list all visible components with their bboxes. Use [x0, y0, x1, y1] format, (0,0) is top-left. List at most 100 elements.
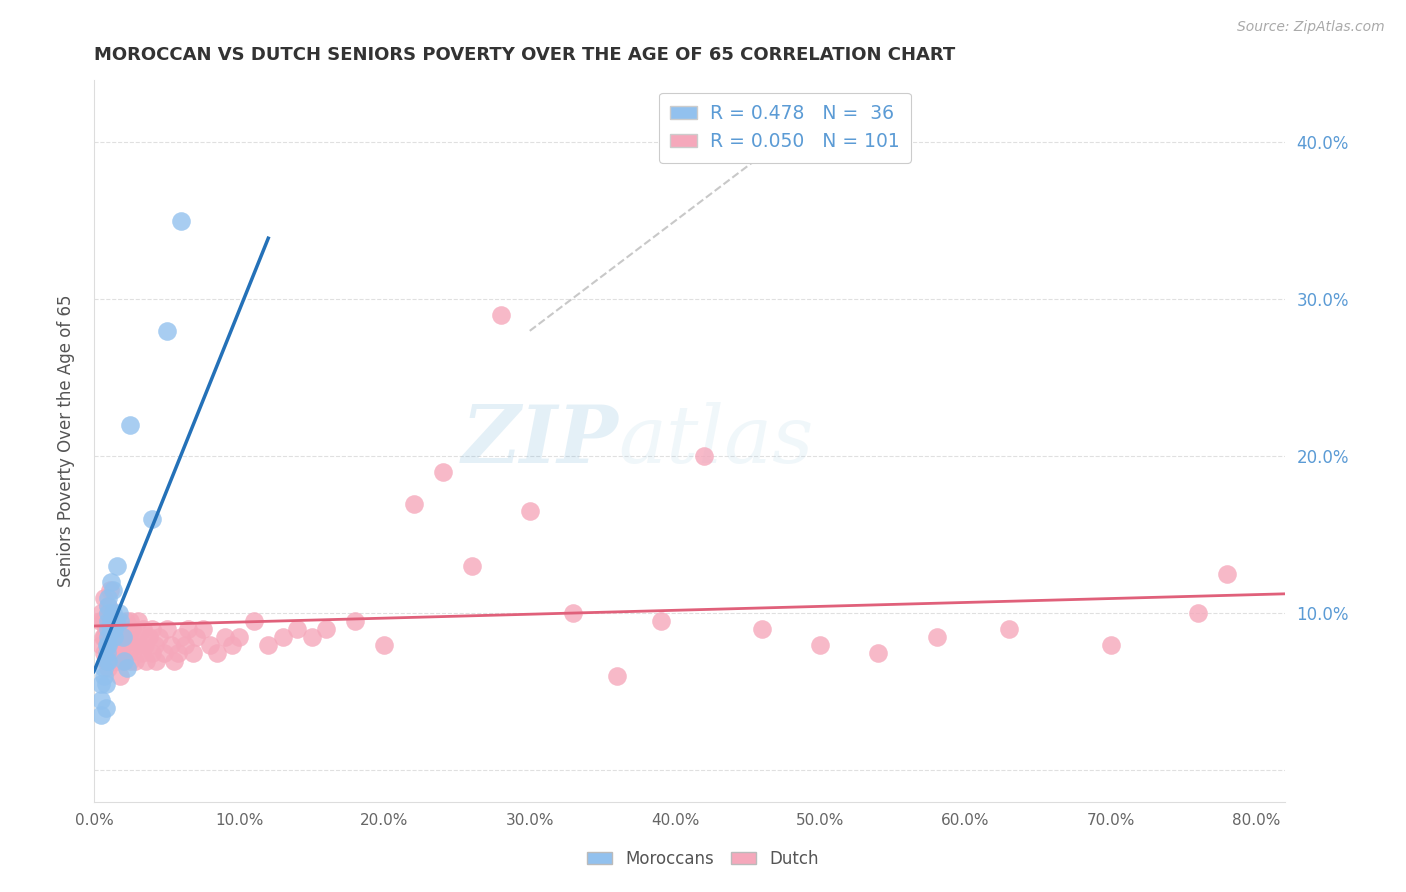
Point	[221, 638, 243, 652]
Point	[103, 622, 125, 636]
Point	[103, 646, 125, 660]
Point	[97, 607, 120, 621]
Point	[96, 654, 118, 668]
Point	[93, 669, 115, 683]
Point	[519, 504, 541, 518]
Point	[97, 599, 120, 613]
Point	[97, 630, 120, 644]
Point	[96, 638, 118, 652]
Point	[97, 599, 120, 613]
Point	[228, 630, 250, 644]
Point	[135, 654, 157, 668]
Point	[141, 622, 163, 636]
Point	[131, 646, 153, 660]
Point	[160, 638, 183, 652]
Point	[562, 607, 585, 621]
Point	[145, 654, 167, 668]
Point	[97, 622, 120, 636]
Point	[96, 646, 118, 660]
Point	[1099, 638, 1122, 652]
Point	[104, 615, 127, 629]
Point	[93, 591, 115, 605]
Point	[94, 622, 117, 636]
Point	[107, 646, 129, 660]
Point	[111, 630, 134, 644]
Point	[94, 654, 117, 668]
Point	[120, 615, 142, 629]
Point	[97, 630, 120, 644]
Point	[122, 638, 145, 652]
Point	[167, 646, 190, 660]
Point	[155, 622, 177, 636]
Point	[90, 677, 112, 691]
Point	[120, 418, 142, 433]
Point	[110, 638, 132, 652]
Text: ZIP: ZIP	[461, 402, 619, 480]
Point	[344, 615, 367, 629]
Point	[163, 654, 186, 668]
Point	[170, 630, 193, 644]
Point	[114, 638, 136, 652]
Point	[101, 630, 124, 644]
Point	[105, 559, 128, 574]
Point	[373, 638, 395, 652]
Point	[170, 214, 193, 228]
Point	[155, 324, 177, 338]
Point	[198, 638, 221, 652]
Point	[98, 582, 121, 597]
Point	[100, 615, 122, 629]
Point	[98, 638, 121, 652]
Point	[650, 615, 672, 629]
Point	[128, 638, 150, 652]
Point	[808, 638, 831, 652]
Point	[108, 615, 131, 629]
Point	[998, 622, 1021, 636]
Point	[93, 630, 115, 644]
Point	[301, 630, 323, 644]
Point	[97, 615, 120, 629]
Point	[97, 622, 120, 636]
Point	[751, 622, 773, 636]
Point	[111, 654, 134, 668]
Point	[118, 646, 141, 660]
Point	[117, 630, 139, 644]
Point	[97, 638, 120, 652]
Point	[207, 646, 229, 660]
Point	[100, 622, 122, 636]
Point	[214, 630, 236, 644]
Point	[107, 607, 129, 621]
Point	[121, 622, 143, 636]
Point	[100, 575, 122, 590]
Point	[134, 638, 156, 652]
Point	[181, 646, 204, 660]
Point	[460, 559, 482, 574]
Point	[89, 615, 111, 629]
Point	[127, 615, 149, 629]
Point	[868, 646, 890, 660]
Text: Source: ZipAtlas.com: Source: ZipAtlas.com	[1237, 20, 1385, 34]
Legend: Moroccans, Dutch: Moroccans, Dutch	[581, 844, 825, 875]
Point	[94, 700, 117, 714]
Point	[97, 654, 120, 668]
Point	[105, 638, 128, 652]
Point	[91, 630, 114, 644]
Point	[315, 622, 337, 636]
Point	[114, 654, 136, 668]
Point	[90, 708, 112, 723]
Point	[97, 646, 120, 660]
Point	[1216, 567, 1239, 582]
Point	[111, 622, 134, 636]
Point	[100, 646, 122, 660]
Point	[191, 622, 214, 636]
Point	[257, 638, 280, 652]
Point	[117, 661, 139, 675]
Point	[97, 591, 120, 605]
Point	[94, 677, 117, 691]
Point	[143, 638, 166, 652]
Point	[103, 615, 125, 629]
Point	[90, 638, 112, 652]
Point	[93, 661, 115, 675]
Point	[120, 654, 142, 668]
Point	[104, 622, 127, 636]
Point	[141, 646, 163, 660]
